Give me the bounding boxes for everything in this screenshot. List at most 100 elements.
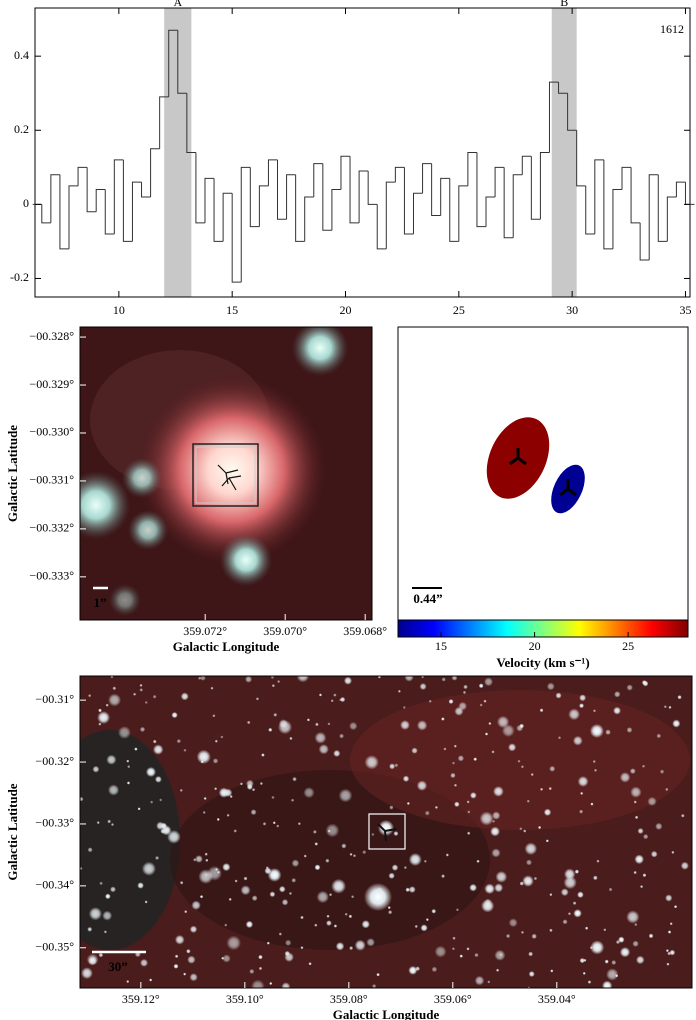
y-axis-title: Galactic Latitude [5, 425, 20, 522]
star [364, 883, 392, 911]
star [284, 952, 294, 962]
star [655, 822, 663, 831]
star [291, 859, 300, 868]
star [349, 852, 353, 856]
spectrum-step [331, 189, 341, 231]
star [505, 933, 511, 939]
star [183, 972, 187, 976]
star [278, 932, 282, 936]
x-tick-label: 359.12° [122, 992, 160, 1006]
star [524, 842, 538, 856]
star [642, 873, 647, 878]
star [434, 945, 447, 958]
star [154, 775, 162, 783]
star [596, 859, 600, 863]
star [402, 705, 406, 709]
star [314, 923, 318, 927]
star [579, 957, 585, 964]
star [318, 693, 322, 697]
star [491, 750, 495, 754]
star [592, 760, 596, 764]
spectrum-step [258, 185, 269, 227]
x-axis-title: Galactic Longitude [333, 1007, 440, 1020]
star [448, 699, 454, 704]
star [388, 910, 393, 915]
star [420, 924, 428, 932]
star [159, 798, 163, 802]
star [629, 768, 636, 774]
star [98, 952, 104, 958]
star [290, 798, 295, 802]
star [528, 951, 534, 957]
spectrum-step [240, 166, 251, 283]
y-tick-label: 0.2 [14, 122, 29, 136]
star [636, 955, 645, 965]
y-tick-label: 0.4 [14, 48, 29, 62]
star [476, 859, 480, 863]
star [152, 694, 157, 699]
star [611, 960, 617, 965]
star [452, 936, 456, 940]
star [152, 739, 157, 744]
image-wide [80, 676, 692, 988]
y-tick-label: −00.33° [35, 816, 74, 830]
spectrum-step [50, 174, 60, 223]
star [408, 853, 422, 867]
star [431, 908, 437, 914]
star [217, 870, 221, 874]
star [633, 800, 637, 804]
star [563, 868, 576, 880]
star [539, 708, 544, 713]
star [592, 709, 596, 713]
spectrum-step [594, 159, 604, 235]
star [667, 951, 672, 956]
star [234, 879, 238, 883]
star [366, 938, 375, 947]
star [144, 900, 148, 904]
star [626, 727, 633, 733]
star [214, 739, 218, 743]
star [303, 854, 307, 858]
star [335, 942, 345, 951]
star [174, 934, 185, 945]
spectrum-step [412, 192, 423, 235]
band-label: B [560, 0, 568, 9]
star [86, 953, 99, 966]
star [508, 743, 517, 752]
star [640, 885, 644, 889]
star [673, 905, 678, 909]
y-tick-label: −00.34° [35, 878, 74, 892]
spectrum-step [177, 30, 187, 94]
star [626, 910, 640, 924]
star [222, 954, 231, 963]
star [212, 758, 219, 764]
star [314, 842, 319, 846]
star [548, 786, 552, 791]
y-tick-label: −00.35° [35, 940, 74, 954]
star [647, 796, 657, 807]
spectrum-step [539, 152, 550, 220]
star [474, 952, 479, 958]
star [251, 788, 256, 792]
star [103, 930, 107, 934]
star [680, 861, 689, 870]
star [568, 708, 580, 721]
spectrum-step [403, 167, 414, 235]
spectrum-step [113, 159, 124, 235]
spectrum-step [68, 185, 79, 249]
star [303, 787, 315, 799]
spectrum-step [530, 156, 541, 220]
spectrum-step [548, 81, 559, 153]
star [668, 705, 672, 709]
star [266, 941, 270, 945]
spectrum-step [458, 185, 468, 242]
star [603, 928, 607, 932]
star [508, 918, 518, 928]
star [329, 893, 333, 897]
star [632, 940, 639, 947]
star [634, 922, 638, 927]
star [540, 787, 544, 791]
star [394, 763, 399, 768]
star [139, 683, 143, 687]
star [391, 864, 399, 871]
